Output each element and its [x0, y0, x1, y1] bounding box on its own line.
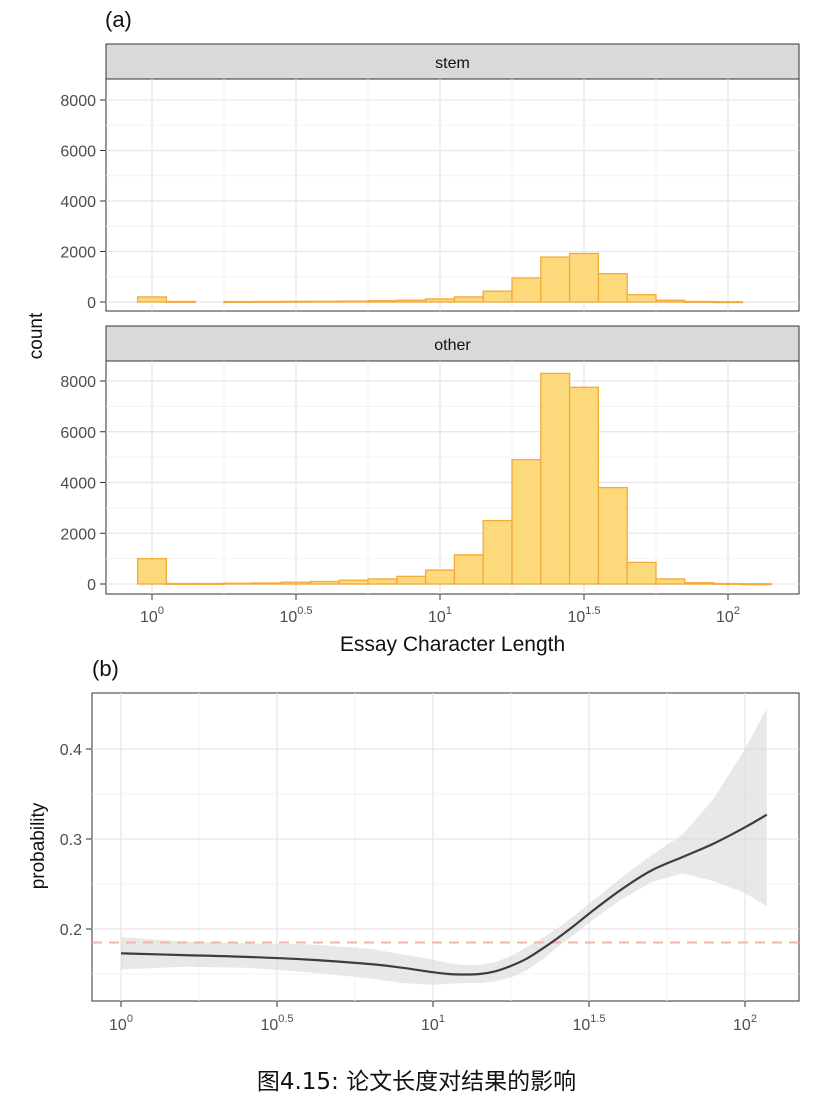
histogram-bar [568, 386, 600, 585]
histogram-bar [540, 256, 571, 303]
histogram-bar [482, 290, 513, 303]
plot-panel-stem [105, 78, 800, 312]
histogram-bar [597, 273, 628, 303]
bars-stem [136, 252, 744, 304]
histogram-bar [136, 557, 168, 585]
x-ticks-a: 100 100.5 101 101.5 102 [140, 594, 740, 626]
x-ticks-b: 100 100.5 101 101.5 102 [109, 1001, 757, 1034]
facet-strip-label-stem: stem [435, 55, 470, 72]
histogram-bar [453, 554, 484, 585]
histogram-bar [453, 296, 484, 303]
histogram-bar [165, 582, 196, 585]
histogram-bar [511, 459, 542, 585]
histogram-bar [712, 582, 744, 585]
x-tick-label: 101 [421, 1013, 445, 1034]
y-tick-label: 2000 [60, 245, 96, 262]
y-ticks-b: 0.2 0.3 0.4 [60, 742, 92, 939]
y-ticks-other: 0 2000 4000 6000 8000 [60, 374, 106, 594]
x-tick-label: 102 [716, 605, 740, 626]
histogram-bar [424, 569, 456, 585]
panel-b: 0.2 0.3 0.4 100 100.5 101 101.5 102 [60, 692, 800, 1034]
histogram-bar [597, 486, 628, 585]
histogram-bar [684, 582, 715, 585]
histogram-bar [424, 298, 456, 303]
histogram-bar [338, 579, 369, 585]
histogram-bar [309, 300, 340, 303]
y-tick-label: 0.4 [60, 742, 82, 759]
histogram-bar [396, 299, 427, 303]
x-axis-label-essay-length: Essay Character Length [340, 633, 565, 656]
x-tick-label: 100.5 [260, 1013, 293, 1034]
panel-b-label: (b) [92, 656, 119, 681]
y-tick-label: 0.2 [60, 922, 82, 939]
histogram-bar [741, 583, 772, 586]
histogram-bar [712, 301, 744, 304]
histogram-bar [309, 580, 340, 585]
histogram-bar [280, 581, 312, 585]
y-tick-label: 4000 [60, 476, 96, 493]
y-tick-label: 8000 [60, 374, 96, 391]
x-tick-label: 101.5 [567, 605, 600, 626]
histogram-bar [223, 582, 254, 585]
histogram-bar [252, 582, 283, 585]
x-tick-label: 100 [109, 1013, 133, 1034]
figure-caption: 图4.15: 论文长度对结果的影响 [256, 1069, 577, 1095]
x-tick-label: 101 [428, 605, 452, 626]
histogram-bar [223, 300, 254, 304]
y-axis-label-count: count [26, 312, 47, 359]
facet-other: other 0 2000 4000 6000 8000 [60, 325, 800, 595]
histogram-bar [367, 578, 398, 585]
plot-panel-other [105, 360, 800, 595]
histogram-bar [684, 300, 715, 303]
facet-strip-label-other: other [434, 337, 471, 354]
histogram-bar [626, 294, 657, 303]
panel-a-label: (a) [105, 7, 132, 32]
y-tick-label: 0 [87, 577, 96, 594]
histogram-bar [338, 300, 369, 303]
facet-strip-other [105, 325, 800, 362]
x-tick-label: 101.5 [572, 1013, 605, 1034]
histogram-bar [511, 277, 542, 303]
histogram-bar [194, 582, 225, 585]
histogram-bar [626, 561, 657, 585]
y-tick-label: 6000 [60, 425, 96, 442]
y-ticks-stem: 0 2000 4000 6000 8000 [60, 93, 106, 312]
x-tick-label: 102 [733, 1013, 757, 1034]
histogram-bar [655, 299, 686, 303]
histogram-bar [482, 519, 513, 585]
y-tick-label: 4000 [60, 194, 96, 211]
y-tick-label: 2000 [60, 526, 96, 543]
histogram-bar [568, 252, 600, 303]
x-tick-label: 100.5 [279, 605, 312, 626]
histogram-bar [540, 372, 571, 585]
confidence-band [121, 708, 767, 985]
histogram-bar [165, 300, 196, 303]
probability-curve [120, 813, 768, 976]
histogram-bar [367, 300, 398, 303]
facet-strip-stem [105, 43, 800, 80]
bars-other [136, 372, 772, 586]
histogram-bar [252, 300, 283, 303]
histogram-bar [280, 300, 312, 303]
y-tick-label: 0.3 [60, 832, 82, 849]
histogram-bar [655, 578, 686, 585]
y-axis-label-probability: probability [28, 802, 49, 889]
histogram-bar [396, 575, 427, 585]
y-tick-label: 8000 [60, 93, 96, 110]
facet-stem: stem 0 2000 4000 6000 8000 [60, 43, 800, 312]
y-tick-label: 0 [87, 295, 96, 312]
y-tick-label: 6000 [60, 144, 96, 161]
histogram-bar [136, 296, 168, 303]
x-tick-label: 100 [140, 605, 164, 626]
